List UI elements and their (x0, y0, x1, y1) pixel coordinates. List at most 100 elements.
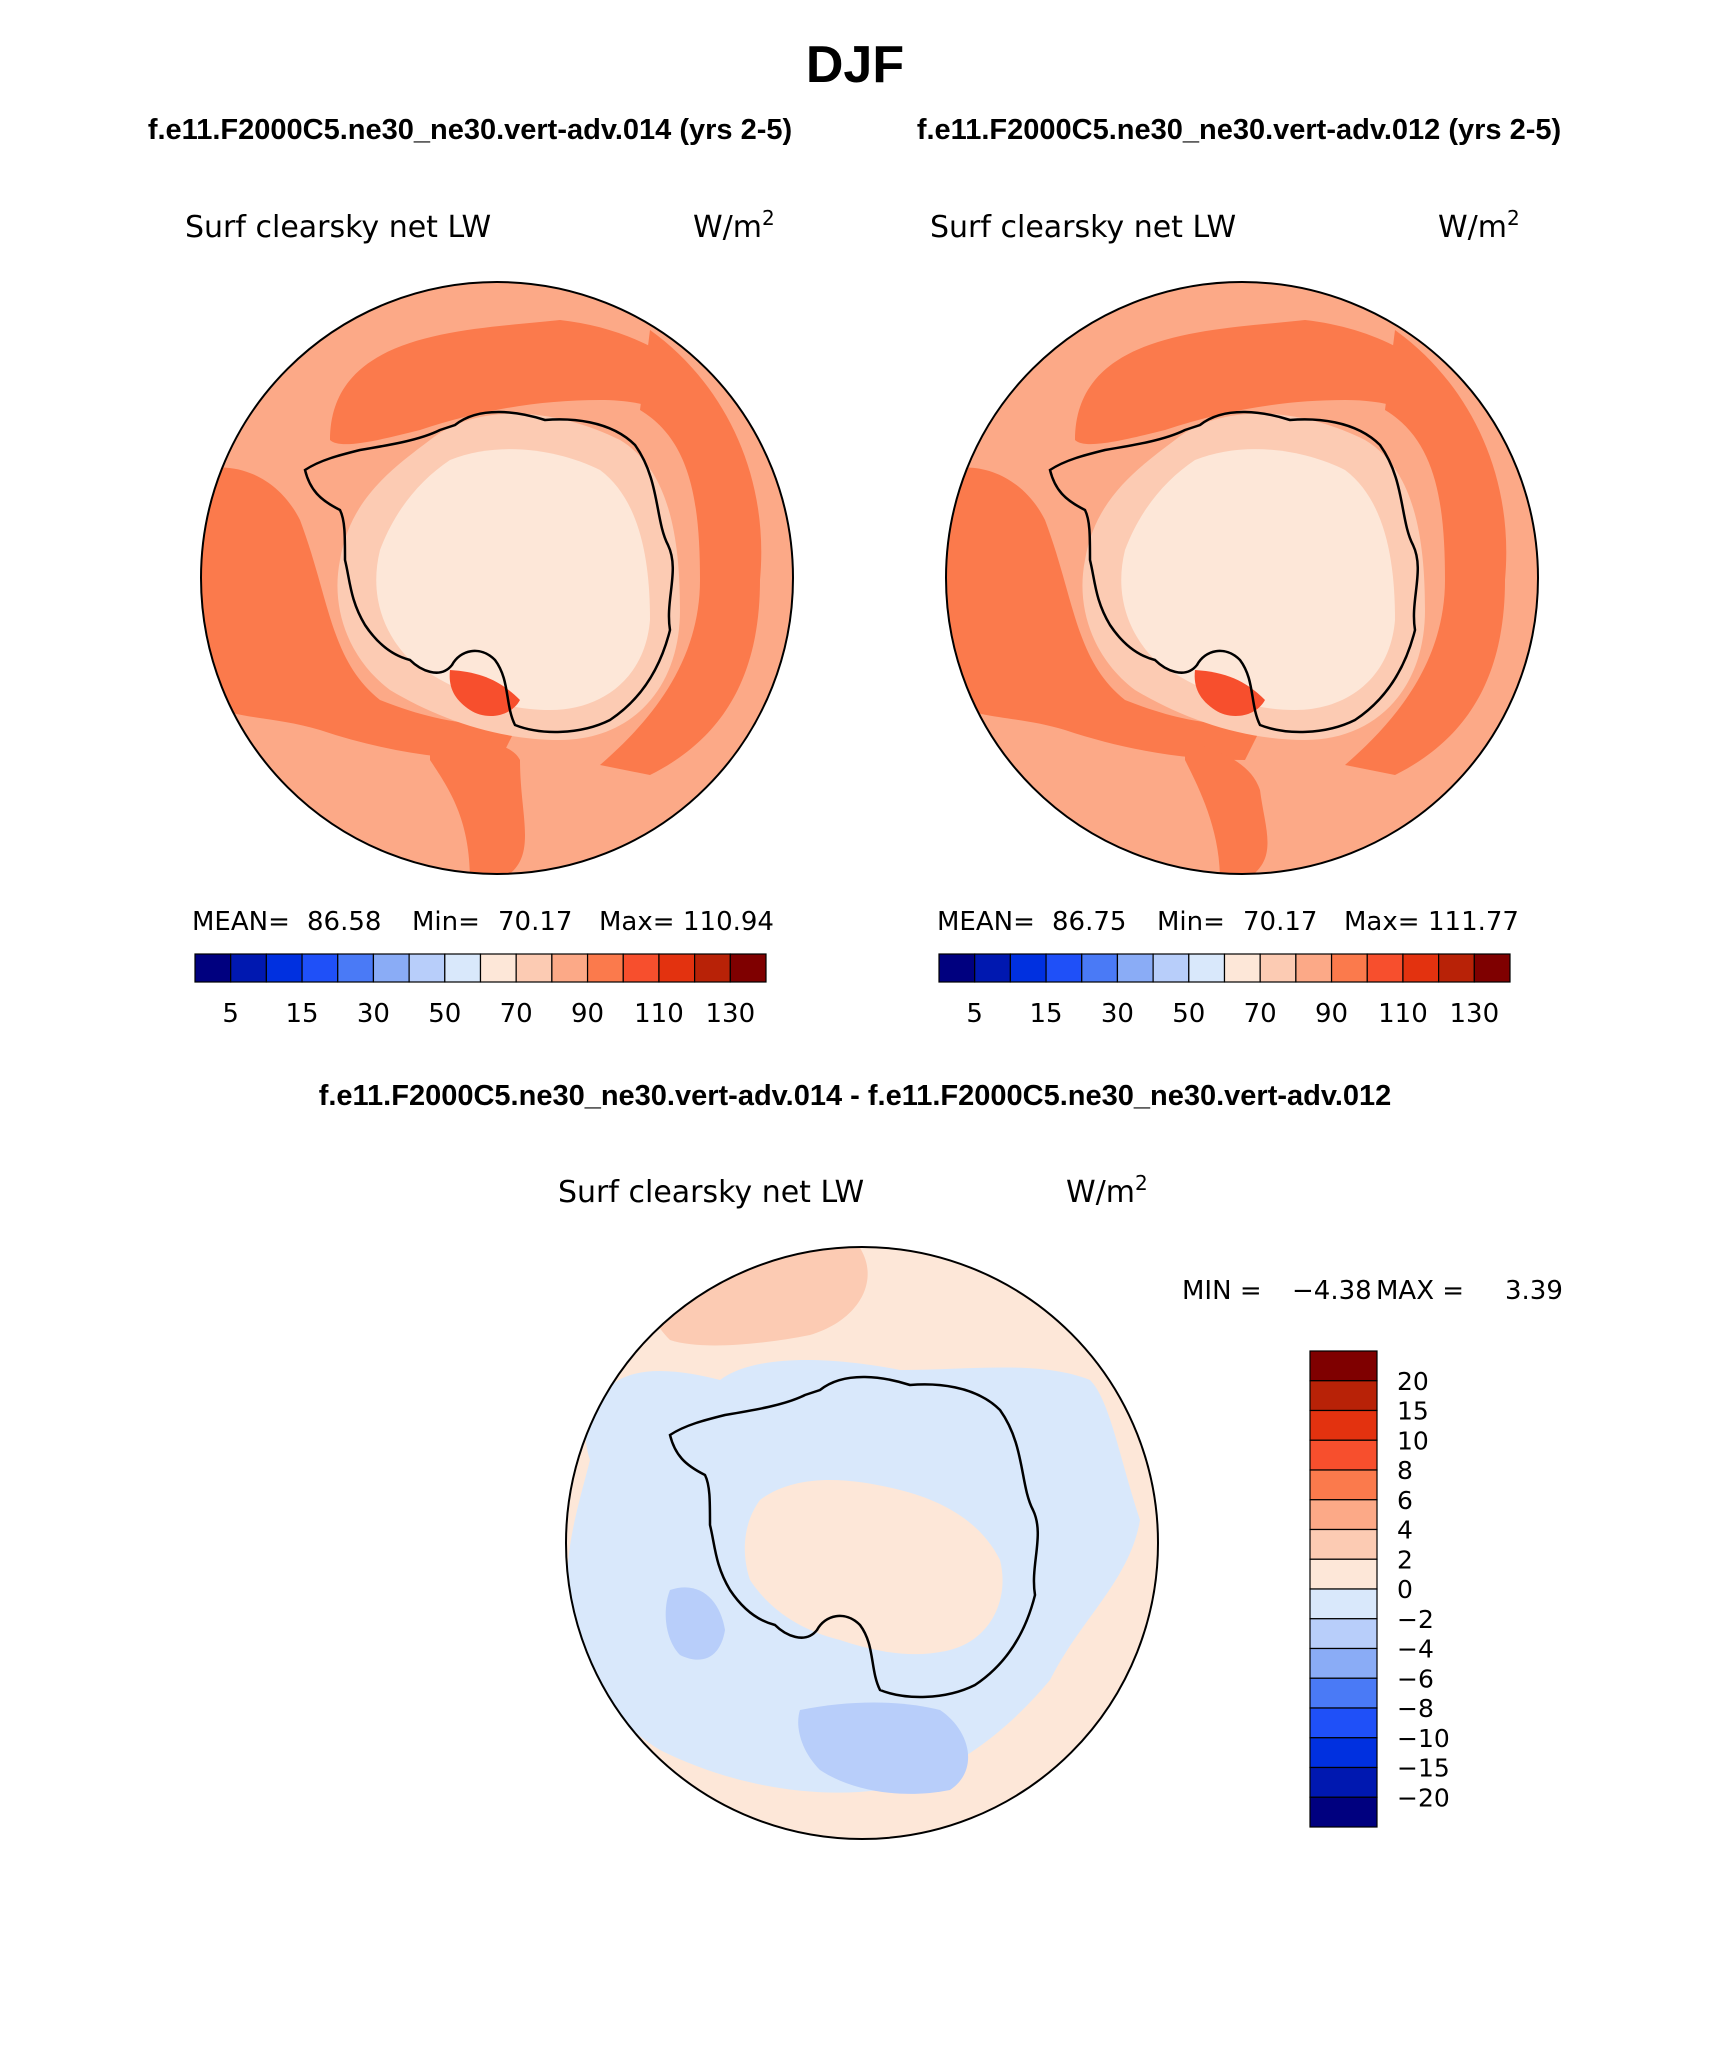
panel-a-colorbar-swatch (265, 953, 303, 983)
panel-b-colorbar-swatch (1116, 953, 1154, 983)
panel-b-colorbar-tick-label: 50 (1172, 999, 1205, 1029)
panel-b-colorbar-swatch (1438, 953, 1475, 983)
panel-b-colorbar-swatch (1366, 953, 1404, 983)
panel-b-max-label: Max= (1344, 907, 1420, 937)
panel-a-colorbar-swatch (479, 953, 517, 983)
panel-a-colorbar-swatch (622, 953, 660, 983)
panel-a-colorbar-swatch (515, 953, 553, 983)
panel-a-map-border (200, 281, 794, 875)
panel-a-colorbar-swatch (586, 953, 624, 983)
panel-c-colorbar-tick-label: −6 (1397, 1664, 1434, 1693)
panel-c-colorbar-swatch (1309, 1528, 1378, 1560)
panel-b-units: W/m2 (1438, 206, 1520, 245)
panel-b-colorbar-swatch (938, 953, 976, 983)
panel-c-colorbar-tick-label: 0 (1397, 1575, 1413, 1604)
panel-a-colorbar-swatch (551, 953, 589, 983)
panel-b-colorbar-tick-label: 70 (1244, 999, 1277, 1029)
panel-c-map-border (565, 1246, 1159, 1840)
season-title: DJF (806, 36, 904, 94)
panel-b-mean-label: MEAN= (937, 907, 1035, 937)
panel-b-colorbar-tick-label: 110 (1378, 999, 1428, 1029)
case-a-title: f.e11.F2000C5.ne30_ne30.vert-adv.014 (yr… (148, 114, 792, 146)
panel-c-colorbar-swatch (1309, 1380, 1378, 1412)
panel-a-colorbar-tick-label: 110 (634, 999, 684, 1029)
panel-a-colorbar-tick-label: 30 (357, 999, 390, 1029)
panel-b-colorbar-swatch (1473, 953, 1511, 983)
panel-b-colorbar-tick-label: 5 (966, 999, 983, 1029)
panel-a-mean-label: MEAN= (192, 907, 290, 937)
panel-c-colorbar-tick-label: 10 (1397, 1426, 1429, 1455)
panel-a-colorbar-swatch (301, 953, 339, 983)
panel-c-title: Surf clearsky net LW (558, 1175, 864, 1210)
panel-c-colorbar-swatch (1309, 1469, 1378, 1501)
panel-a-colorbar-swatch (658, 953, 696, 983)
panel-c-colorbar-tick-label: −15 (1397, 1754, 1450, 1783)
panel-b-colorbar-tick-label: 130 (1449, 999, 1499, 1029)
diff-title: f.e11.F2000C5.ne30_ne30.vert-adv.014 - f… (319, 1080, 1392, 1112)
panel-b-colorbar-swatch (1259, 953, 1297, 983)
panel-c-min-label: MIN = (1182, 1276, 1262, 1306)
panel-a-colorbar-swatch (194, 953, 232, 983)
panel-c-cool-patch-west (665, 1587, 725, 1660)
panel-c-colorbar-swatch (1309, 1618, 1378, 1650)
panel-b-band-east (1345, 330, 1507, 775)
panel-b-min-label: Min= (1157, 907, 1225, 937)
panel-b-title: Surf clearsky net LW (930, 210, 1236, 245)
panel-b-map (946, 282, 1538, 874)
panel-c-colorbar-tick-label: 8 (1397, 1456, 1413, 1485)
panel-c-map (566, 1247, 1158, 1839)
panel-c-coastline (668, 1375, 1040, 1699)
panel-c-colorbar-tick-label: −20 (1397, 1783, 1450, 1812)
panel-b-colorbar-ticks: 5 15 30 50 70 90 110 130 (966, 999, 1499, 1029)
panel-b-max-value: 111.77 (1428, 907, 1519, 937)
panel-a: Surf clearsky net LW W/m2 MEAN= 86.58 Mi… (185, 206, 794, 1029)
panel-a-map (201, 282, 793, 874)
panel-a-max-value: 110.94 (683, 907, 774, 937)
panel-a-colorbar-tick-label: 15 (286, 999, 319, 1029)
panel-a-units: W/m2 (693, 206, 775, 245)
panel-c-max-label: MAX = (1376, 1276, 1464, 1306)
panel-c-colorbar-swatch (1309, 1499, 1378, 1531)
panel-a-colorbar-swatch (694, 953, 731, 983)
panel-b-lobe-south (1185, 740, 1268, 874)
case-b-title: f.e11.F2000C5.ne30_ne30.vert-adv.012 (yr… (917, 114, 1561, 146)
panel-b-colorbar-swatch (1009, 953, 1047, 983)
panel-c-colorbar-swatch (1309, 1796, 1378, 1828)
panel-a-ice-inner (376, 449, 650, 710)
panel-b-mean-value: 86.75 (1052, 907, 1126, 937)
panel-b-band-west (946, 467, 1265, 760)
panel-c-colorbar-swatch (1309, 1677, 1378, 1709)
panel-b-min-value: 70.17 (1243, 907, 1317, 937)
panel-b-colorbar-swatch (1081, 953, 1119, 983)
panel-c-min-value: −4.38 (1292, 1276, 1372, 1306)
panel-b-colorbar-swatch (1402, 953, 1440, 983)
panel-c-colorbar-swatch (1309, 1766, 1378, 1798)
panel-c-colorbar-swatch (1309, 1588, 1378, 1620)
panel-a-title: Surf clearsky net LW (185, 210, 491, 245)
panel-b-ice-inner (1121, 449, 1395, 710)
panel-a-min-label: Min= (412, 907, 480, 937)
panel-c-colorbar-tick-label: −10 (1397, 1724, 1450, 1753)
panel-b-map-border (945, 281, 1539, 875)
panel-a-coastline (303, 410, 675, 734)
panel-a-colorbar-tick-label: 90 (571, 999, 604, 1029)
panel-a-colorbar-tick-label: 130 (705, 999, 755, 1029)
panel-b-warm-patch (1194, 670, 1265, 716)
panel-b-colorbar-swatch (1045, 953, 1083, 983)
panel-c-colorbar-tick-label: −2 (1397, 1605, 1434, 1634)
panel-b-coastline (1048, 410, 1420, 734)
panel-c-colorbar-swatch (1309, 1350, 1378, 1382)
panel-b-colorbar (938, 953, 1511, 983)
panel-a-max-label: Max= (599, 907, 675, 937)
panel-b-colorbar-swatch (1188, 953, 1226, 983)
panel-c-colorbar-swatch (1309, 1439, 1378, 1471)
panel-a-mean-value: 86.58 (307, 907, 381, 937)
panel-a-band-west (201, 467, 520, 760)
panel-b-colorbar-tick-label: 90 (1315, 999, 1348, 1029)
panel-c-cool-patch-south (798, 1702, 969, 1794)
panel-a-warm-patch (449, 670, 520, 716)
panel-a-colorbar-swatch (372, 953, 410, 983)
panel-c-colorbar-tick-label: −4 (1397, 1635, 1434, 1664)
panel-b: Surf clearsky net LW W/m2 MEAN= 86.75 Mi… (930, 206, 1539, 1029)
